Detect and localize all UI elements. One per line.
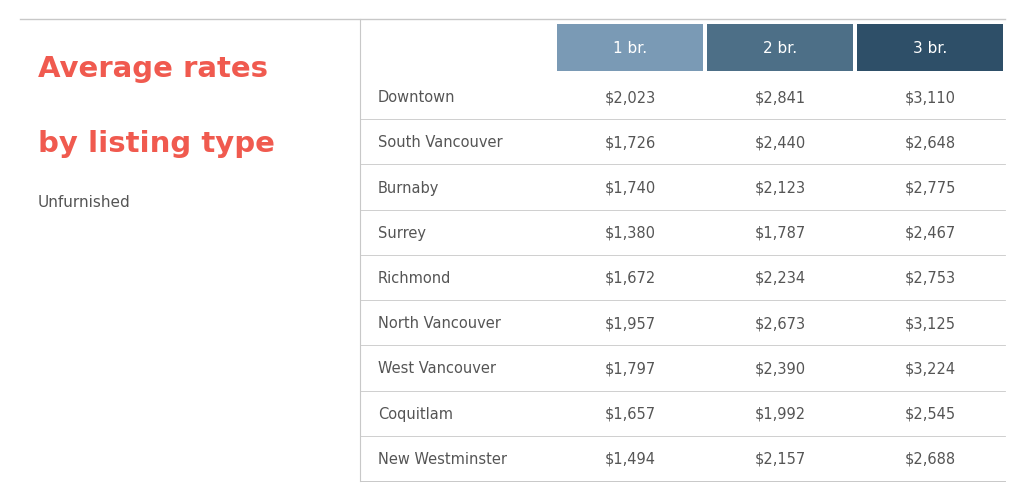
Text: $2,545: $2,545 (904, 406, 955, 421)
Text: $2,123: $2,123 (755, 180, 806, 195)
Text: Coquitlam: Coquitlam (378, 406, 453, 421)
Text: New Westminster: New Westminster (378, 451, 507, 466)
Text: North Vancouver: North Vancouver (378, 316, 501, 331)
Bar (857, 25, 1002, 72)
Text: $2,023: $2,023 (604, 90, 655, 105)
Text: by listing type: by listing type (38, 130, 274, 158)
Text: West Vancouver: West Vancouver (378, 361, 496, 376)
Text: $3,125: $3,125 (904, 316, 955, 331)
Text: Average rates: Average rates (38, 55, 268, 83)
Bar (557, 25, 703, 72)
Text: $1,494: $1,494 (604, 451, 655, 466)
Text: $2,688: $2,688 (904, 451, 955, 466)
Text: $3,110: $3,110 (904, 90, 955, 105)
Text: Burnaby: Burnaby (378, 180, 439, 195)
Text: $1,740: $1,740 (604, 180, 655, 195)
Text: $3,224: $3,224 (904, 361, 955, 376)
Bar (707, 25, 853, 72)
Text: South Vancouver: South Vancouver (378, 135, 503, 150)
Text: $2,775: $2,775 (904, 180, 955, 195)
Text: Unfurnished: Unfurnished (38, 194, 131, 209)
Text: Downtown: Downtown (378, 90, 456, 105)
Text: $2,753: $2,753 (904, 271, 955, 286)
Text: $1,797: $1,797 (604, 361, 655, 376)
Text: $2,390: $2,390 (755, 361, 806, 376)
Text: Richmond: Richmond (378, 271, 452, 286)
Text: $1,787: $1,787 (755, 225, 806, 240)
Text: 2 br.: 2 br. (763, 41, 797, 56)
Text: $2,234: $2,234 (755, 271, 806, 286)
Text: 3 br.: 3 br. (912, 41, 947, 56)
Text: $1,992: $1,992 (755, 406, 806, 421)
Text: $1,957: $1,957 (604, 316, 655, 331)
Text: Surrey: Surrey (378, 225, 426, 240)
Text: $2,157: $2,157 (755, 451, 806, 466)
Text: $1,672: $1,672 (604, 271, 655, 286)
Text: $2,440: $2,440 (755, 135, 806, 150)
Text: $2,648: $2,648 (904, 135, 955, 150)
Text: 1 br.: 1 br. (613, 41, 647, 56)
Text: $1,380: $1,380 (604, 225, 655, 240)
Text: $1,657: $1,657 (604, 406, 655, 421)
Text: $2,467: $2,467 (904, 225, 955, 240)
Text: $2,841: $2,841 (755, 90, 806, 105)
Text: $2,673: $2,673 (755, 316, 806, 331)
Text: $1,726: $1,726 (604, 135, 655, 150)
